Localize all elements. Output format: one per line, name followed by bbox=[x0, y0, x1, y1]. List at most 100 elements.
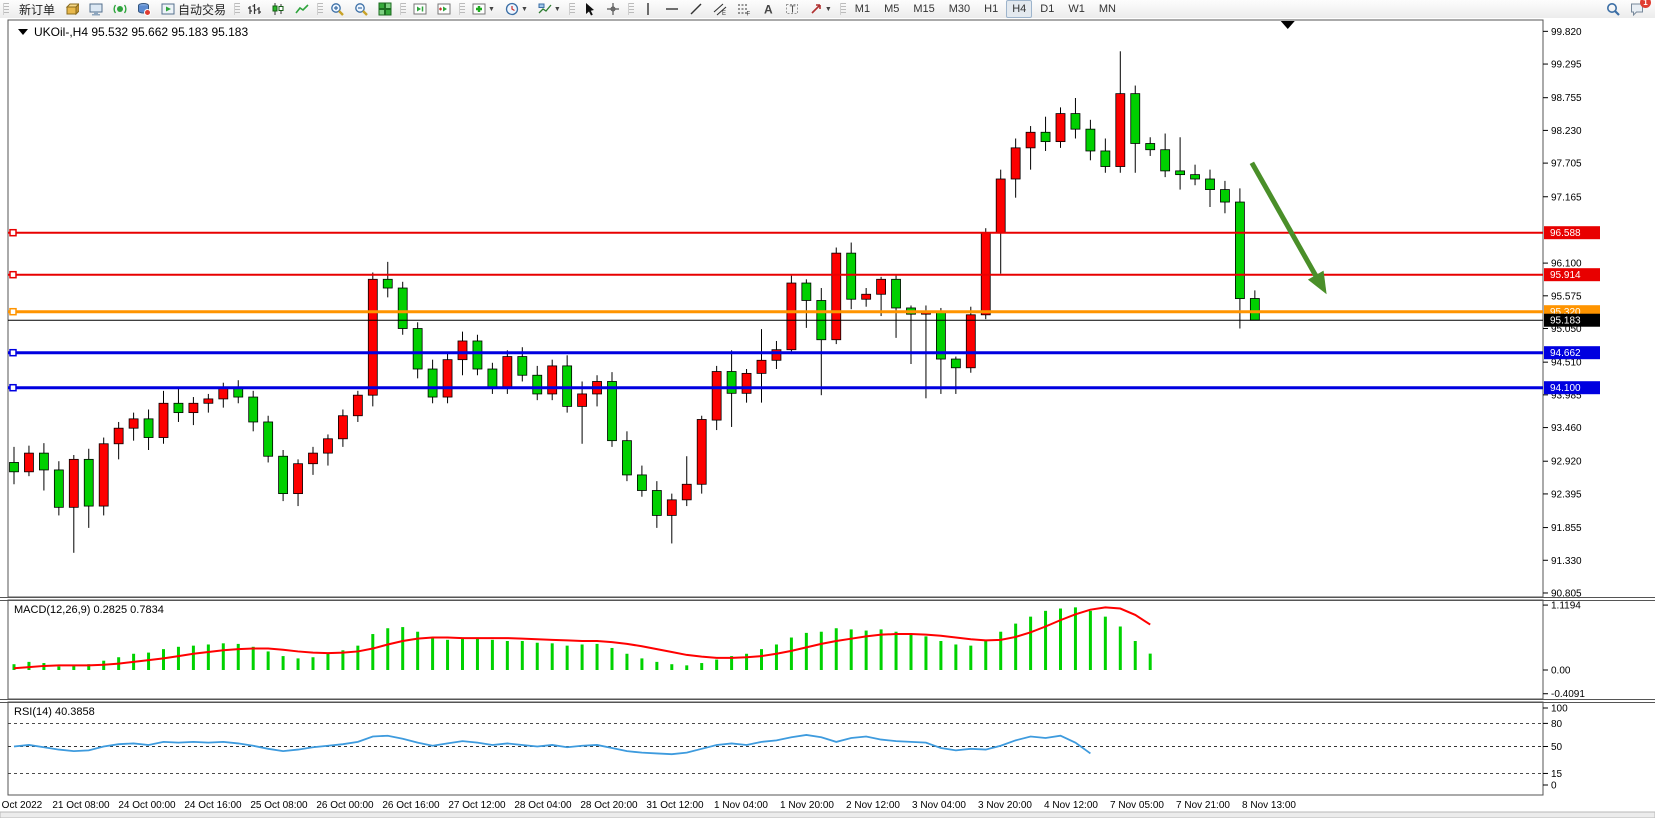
svg-text:99.820: 99.820 bbox=[1551, 27, 1582, 38]
shift-marker-icon[interactable] bbox=[1280, 21, 1295, 29]
svg-text:7 Nov 21:00: 7 Nov 21:00 bbox=[1176, 800, 1230, 811]
line-chart-button[interactable] bbox=[291, 0, 313, 18]
database-button[interactable] bbox=[133, 0, 155, 18]
chart-canvas[interactable]: 99.820 99.295 98.755 98.230 97.705 97.165 96.1… bbox=[0, 18, 1655, 819]
main-toolbar: 新订单 自动交易 ▼ ▼ ▼ E F A T ▼ M1 M5 M15 M30 H1 H4 D1 W1 MN 1 bbox=[0, 0, 1655, 19]
chart-shift-button[interactable] bbox=[433, 0, 455, 18]
svg-text:80: 80 bbox=[1551, 719, 1563, 730]
rsi-indicator bbox=[8, 722, 1543, 774]
svg-text:91.330: 91.330 bbox=[1551, 556, 1582, 567]
price-axis[interactable]: 99.820 99.295 98.755 98.230 97.705 97.165 96.1… bbox=[1543, 27, 1600, 600]
fibonacci-button[interactable]: F bbox=[733, 0, 755, 18]
line-chart-icon bbox=[295, 2, 309, 16]
caret-down-icon[interactable]: ▼ bbox=[488, 5, 495, 13]
vertical-line-icon bbox=[641, 2, 655, 16]
trendline-button[interactable] bbox=[685, 0, 707, 18]
tile-windows-icon bbox=[378, 2, 392, 16]
text-button[interactable]: A bbox=[757, 0, 779, 18]
svg-text:20 Oct 2022: 20 Oct 2022 bbox=[0, 800, 43, 811]
toolbar-group: E F A T ▼ bbox=[625, 0, 837, 18]
macd-axis[interactable]: 1.1194 0.00 -0.4091 bbox=[1543, 601, 1585, 701]
toolbar-grip[interactable] bbox=[234, 3, 241, 15]
toolbar-grip[interactable] bbox=[627, 3, 634, 15]
zoom-in-icon bbox=[330, 2, 344, 16]
crosshair-button[interactable] bbox=[602, 0, 624, 18]
autotrading-icon bbox=[161, 2, 175, 16]
macd-label: MACD(12,26,9) 0.2825 0.7834 bbox=[14, 604, 164, 616]
scroll-to-end-button[interactable] bbox=[409, 0, 431, 18]
cursor-button[interactable] bbox=[578, 0, 600, 18]
timeframe-m5-button[interactable]: M5 bbox=[884, 3, 900, 15]
candlestick-chart-icon bbox=[271, 2, 285, 16]
search-icon bbox=[1606, 2, 1620, 16]
rsi-axis[interactable]: 100 80 50 150 bbox=[1543, 704, 1568, 792]
svg-text:A: A bbox=[764, 3, 773, 17]
search-button[interactable] bbox=[1602, 0, 1624, 18]
toolbar-grip[interactable] bbox=[839, 3, 846, 15]
caret-down-icon[interactable]: ▼ bbox=[553, 5, 561, 13]
vertical-line-button[interactable] bbox=[637, 0, 659, 18]
time-axis[interactable]: 20 Oct 2022 21 Oct 08:00 24 Oct 00:00 24 Oc… bbox=[0, 800, 1296, 811]
timeframe-h4-button[interactable]: H4 bbox=[1006, 0, 1033, 18]
price-tag: 94.662 bbox=[1544, 346, 1600, 360]
price-lines[interactable] bbox=[8, 228, 1543, 392]
indicators-icon bbox=[472, 2, 486, 16]
timeframe-h1-button[interactable]: H1 bbox=[984, 3, 999, 15]
timeframe-m15-button[interactable]: M15 bbox=[913, 3, 935, 15]
gold-cube-button[interactable] bbox=[61, 0, 83, 18]
toolbar-right: 1 bbox=[1601, 0, 1651, 18]
symbol-info: UKOil-,H4 95.532 95.662 95.183 95.183 bbox=[18, 25, 248, 39]
caret-down-icon[interactable]: ▼ bbox=[824, 5, 832, 13]
rsi-label: RSI(14) 40.3858 bbox=[14, 706, 95, 718]
caret-down-icon[interactable]: ▼ bbox=[520, 5, 528, 13]
macd-indicator bbox=[12, 606, 1152, 670]
svg-text:27 Oct 12:00: 27 Oct 12:00 bbox=[448, 800, 506, 811]
zoom-in-button[interactable] bbox=[326, 0, 348, 18]
svg-text:15: 15 bbox=[1551, 769, 1563, 780]
gold-cube-icon bbox=[65, 2, 80, 16]
tile-windows-button[interactable] bbox=[374, 0, 396, 18]
equidistant-channel-button[interactable]: E bbox=[709, 0, 731, 18]
chart-window[interactable]: 99.820 99.295 98.755 98.230 97.705 97.165 96.1… bbox=[0, 18, 1655, 819]
toolbar-grip[interactable] bbox=[400, 3, 407, 15]
svg-text:4 Nov 12:00: 4 Nov 12:00 bbox=[1044, 800, 1098, 811]
horizontal-line-button[interactable] bbox=[661, 0, 683, 18]
auto-trading-label: 自动交易 bbox=[178, 2, 227, 17]
chat-button[interactable]: 1 bbox=[1626, 0, 1651, 18]
auto-trading-button[interactable]: 自动交易 bbox=[157, 0, 230, 18]
toolbar-grip[interactable] bbox=[568, 3, 575, 15]
toolbar-grip[interactable] bbox=[459, 3, 466, 15]
toolbar-grip[interactable] bbox=[317, 3, 324, 15]
arrows-button[interactable]: ▼ bbox=[805, 0, 836, 18]
bar-chart-button[interactable] bbox=[243, 0, 265, 18]
bar-chart-icon bbox=[247, 2, 262, 16]
signal-button[interactable] bbox=[109, 0, 131, 18]
svg-text:95.914: 95.914 bbox=[1550, 270, 1581, 281]
timeframe-w1-button[interactable]: W1 bbox=[1068, 3, 1085, 15]
candlestick-chart-button[interactable] bbox=[267, 0, 289, 18]
toolbar-group bbox=[566, 0, 625, 18]
svg-text:94.510: 94.510 bbox=[1551, 358, 1582, 369]
svg-text:97.705: 97.705 bbox=[1551, 159, 1582, 170]
timeframe-mn-button[interactable]: MN bbox=[1098, 3, 1116, 15]
monitor-button[interactable] bbox=[85, 0, 107, 18]
svg-text:-0.4091: -0.4091 bbox=[1551, 689, 1585, 700]
toolbar-grip[interactable] bbox=[3, 3, 9, 15]
arrows-icon bbox=[809, 2, 823, 16]
templates-button[interactable]: ▼ bbox=[534, 0, 565, 18]
periods-button[interactable]: ▼ bbox=[501, 0, 532, 18]
toolbar-group bbox=[231, 0, 314, 18]
svg-text:95.050: 95.050 bbox=[1551, 324, 1582, 335]
new-order-button[interactable]: 新订单 bbox=[12, 0, 59, 18]
trend-arrow-annotation[interactable] bbox=[1249, 161, 1327, 295]
symbol-dropdown-icon[interactable] bbox=[18, 29, 28, 35]
svg-text:99.295: 99.295 bbox=[1551, 60, 1582, 71]
zoom-out-button[interactable] bbox=[350, 0, 372, 18]
timeframe-m30-button[interactable]: M30 bbox=[948, 3, 971, 15]
timeframe-d1-button[interactable]: D1 bbox=[1040, 3, 1055, 15]
text-label-button[interactable]: T bbox=[781, 0, 803, 18]
indicators-button[interactable]: ▼ bbox=[468, 0, 499, 18]
svg-text:0: 0 bbox=[1551, 781, 1557, 792]
svg-text:100: 100 bbox=[1551, 704, 1568, 715]
timeframe-m1-button[interactable]: M1 bbox=[854, 3, 871, 15]
